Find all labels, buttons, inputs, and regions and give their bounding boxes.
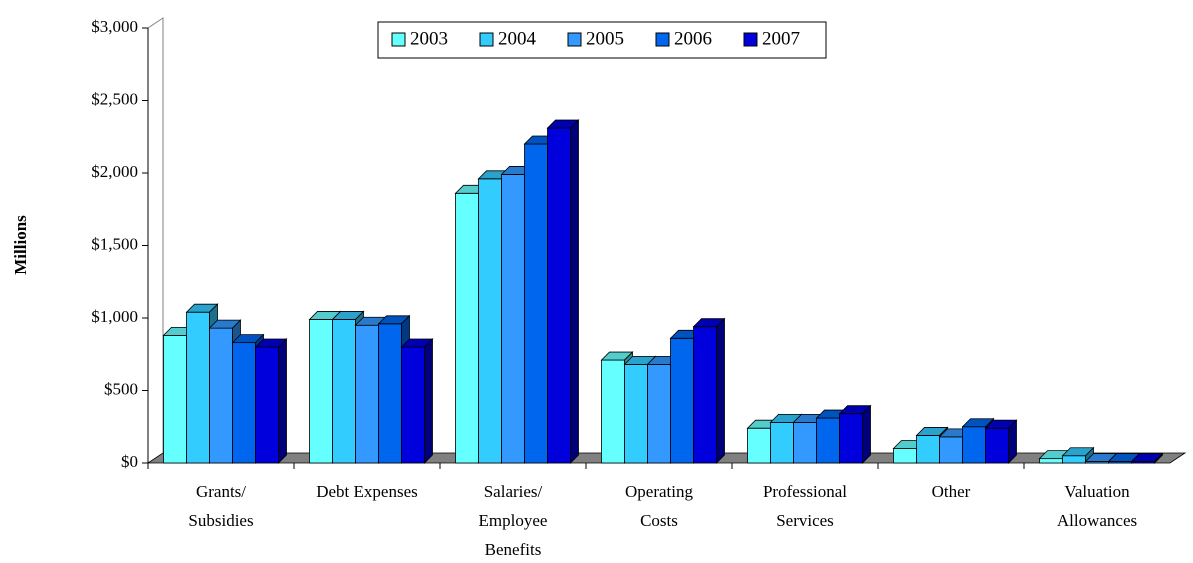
bar (984, 419, 1018, 464)
bar (692, 317, 726, 464)
y-tick-label: $500 (104, 379, 138, 398)
bar-front (309, 319, 333, 464)
bar (546, 119, 580, 464)
y-tick-label: $2,500 (91, 89, 138, 108)
bar-front (693, 326, 717, 464)
x-tick-label: Professional Services (763, 482, 847, 530)
bar (1130, 452, 1164, 464)
bar-front (478, 178, 502, 464)
bar-front (163, 334, 187, 464)
y-tick-label: $2,000 (91, 162, 138, 181)
bar-front (501, 174, 525, 464)
bar-front (747, 427, 771, 464)
bar-front (839, 413, 863, 464)
bar-front (524, 143, 548, 464)
y-tick-label: $3,000 (91, 17, 138, 36)
legend-swatch (479, 32, 494, 47)
legend-label: 2007 (762, 28, 800, 49)
bar-front (186, 311, 210, 464)
bar-front (1039, 458, 1063, 464)
bar-front (378, 323, 402, 464)
legend-swatch (391, 32, 406, 47)
bar-front (1062, 455, 1086, 464)
y-axis-label: Millions (11, 215, 30, 275)
bar-side (570, 119, 579, 464)
x-tick-label: Operating Costs (625, 482, 693, 530)
bar-front (793, 421, 817, 464)
back-wall-edge (147, 17, 164, 463)
bar-front (332, 319, 356, 464)
legend-label: 2003 (410, 28, 448, 49)
legend-label: 2005 (586, 28, 624, 49)
x-tick-label: Grants/Subsidies (188, 482, 253, 530)
x-tick-label: Salaries/Employee Benefits (479, 482, 548, 559)
bar-front (816, 417, 840, 464)
bar-front (355, 324, 379, 464)
bar-side (1008, 419, 1017, 464)
x-tick-label: Other (932, 482, 971, 501)
legend-swatch (567, 32, 582, 47)
bar-side (1154, 452, 1163, 464)
bar-side (862, 404, 871, 464)
bar-front (209, 327, 233, 464)
bar-front (255, 346, 279, 464)
bar-front (547, 127, 571, 464)
x-tick-label: Valuation Allowances (1057, 482, 1137, 530)
bar-side (278, 338, 287, 464)
legend-label: 2006 (674, 28, 712, 49)
bar (838, 404, 872, 464)
bar-front (624, 363, 648, 464)
bar (400, 338, 434, 464)
bar-front (601, 359, 625, 464)
bar-side (424, 338, 433, 464)
bar-front (401, 346, 425, 464)
legend-label: 2004 (498, 28, 537, 49)
legend-swatch (655, 32, 670, 47)
bar-front (232, 342, 256, 464)
bar-front (455, 192, 479, 464)
bar-front (893, 448, 917, 464)
bar-front (985, 427, 1009, 464)
bar (254, 338, 288, 464)
bar-front (939, 436, 963, 464)
bar-side (716, 317, 725, 464)
legend-swatch (743, 32, 758, 47)
y-tick-label: $1,000 (91, 307, 138, 326)
bar-front (916, 435, 940, 464)
y-tick-label: $0 (121, 452, 138, 471)
bar-front (962, 426, 986, 464)
x-tick-label: Debt Expenses (316, 482, 418, 501)
bar-front (647, 363, 671, 464)
bar-front (770, 421, 794, 464)
y-tick-label: $1,500 (91, 234, 138, 253)
bar-front (670, 337, 694, 464)
